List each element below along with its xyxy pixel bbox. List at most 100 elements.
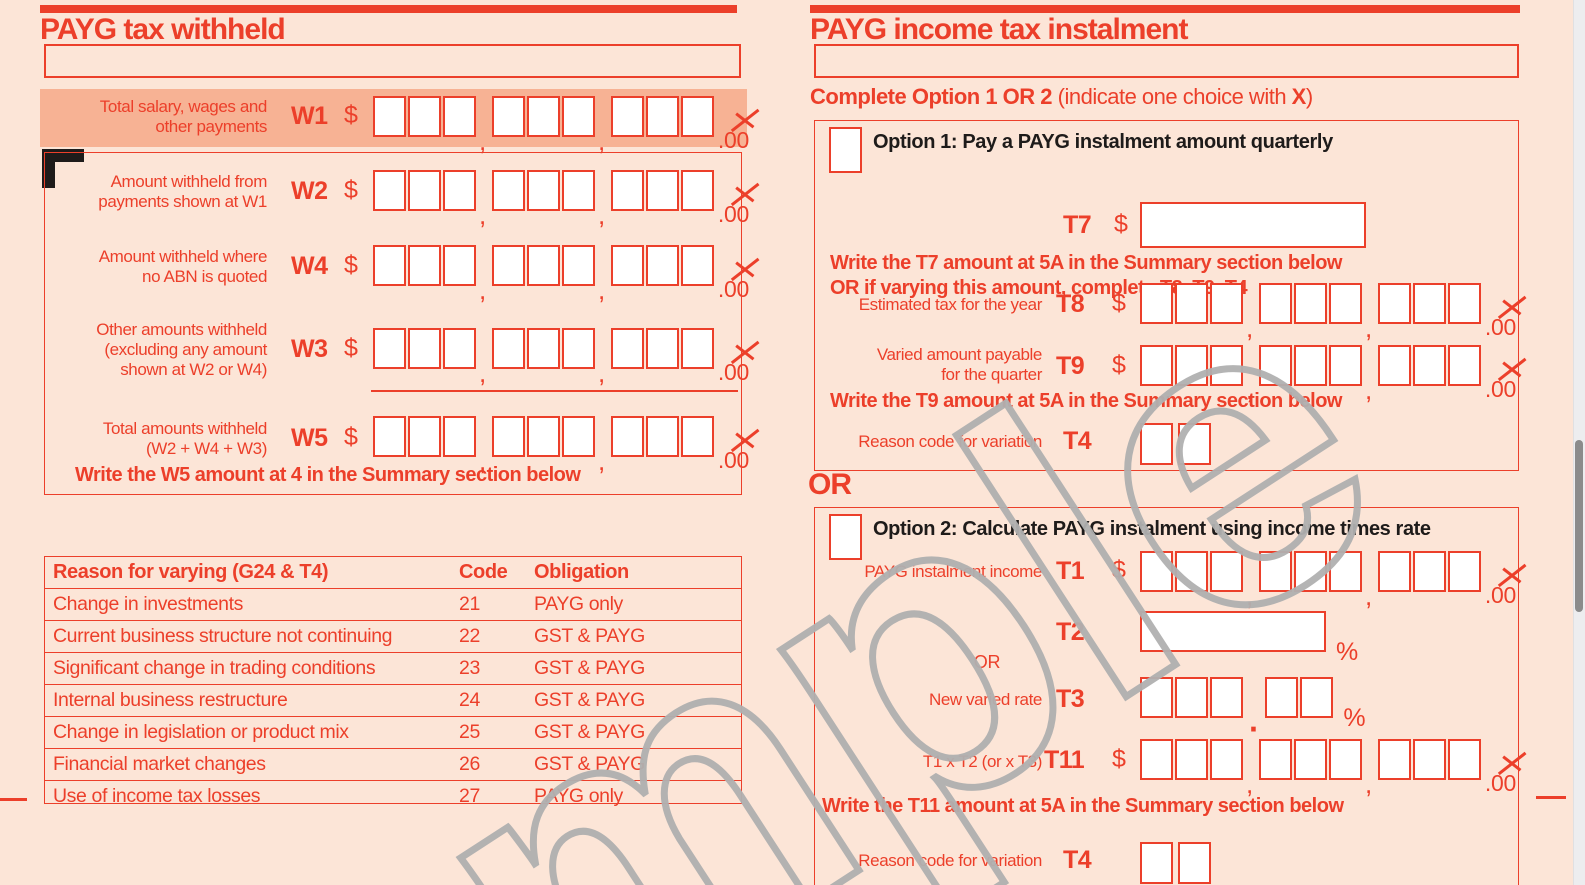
scrollbar-thumb[interactable]: [1575, 440, 1583, 612]
digit-box[interactable]: [1377, 345, 1411, 386]
digit-box[interactable]: [561, 170, 595, 211]
digit-box[interactable]: [1377, 283, 1411, 324]
digit-box[interactable]: [1258, 283, 1292, 324]
digit-box[interactable]: [645, 328, 679, 369]
digit-box[interactable]: [526, 328, 560, 369]
t7-amount-input[interactable]: [1140, 202, 1366, 248]
digit-box[interactable]: [1140, 739, 1173, 780]
digit-box[interactable]: [1265, 677, 1299, 718]
digit-box[interactable]: [610, 245, 644, 286]
digit-box[interactable]: [491, 96, 525, 137]
digit-box[interactable]: [1258, 551, 1292, 592]
digit-box[interactable]: [1258, 345, 1292, 386]
digit-box[interactable]: [1328, 283, 1362, 324]
digit-group: [373, 96, 476, 137]
digit-box[interactable]: [1175, 551, 1208, 592]
digit-box[interactable]: [443, 170, 476, 211]
digit-box[interactable]: [526, 416, 560, 457]
digit-box[interactable]: [373, 96, 406, 137]
digit-box[interactable]: [1140, 345, 1173, 386]
digit-box[interactable]: [645, 416, 679, 457]
digit-box[interactable]: [1293, 551, 1327, 592]
digit-box[interactable]: [373, 170, 406, 211]
digit-group: [1140, 423, 1211, 465]
digit-box[interactable]: [645, 96, 679, 137]
digit-box[interactable]: [408, 328, 441, 369]
digit-box[interactable]: [443, 245, 476, 286]
digit-box[interactable]: [680, 416, 714, 457]
digit-box[interactable]: [1210, 345, 1243, 386]
digit-box[interactable]: [561, 416, 595, 457]
digit-box[interactable]: [1447, 739, 1481, 780]
digit-box[interactable]: [408, 245, 441, 286]
digit-box[interactable]: [680, 245, 714, 286]
digit-box[interactable]: [561, 245, 595, 286]
digit-box[interactable]: [373, 416, 406, 457]
digit-box[interactable]: [373, 245, 406, 286]
digit-box[interactable]: [443, 328, 476, 369]
digit-box[interactable]: [1210, 551, 1243, 592]
digit-box[interactable]: [1412, 551, 1446, 592]
digit-box[interactable]: [408, 170, 441, 211]
digit-box[interactable]: [491, 416, 525, 457]
digit-box[interactable]: [1293, 739, 1327, 780]
digit-box[interactable]: [610, 170, 644, 211]
digit-box[interactable]: [561, 96, 595, 137]
digit-box[interactable]: [1140, 283, 1173, 324]
right-header-input-box[interactable]: [814, 44, 1519, 78]
digit-box[interactable]: [491, 170, 525, 211]
digit-box[interactable]: [1377, 739, 1411, 780]
digit-box[interactable]: [408, 416, 441, 457]
digit-box[interactable]: [1328, 551, 1362, 592]
digit-box[interactable]: [1175, 677, 1208, 718]
digit-box[interactable]: [1140, 551, 1173, 592]
digit-box[interactable]: [1140, 423, 1173, 465]
digit-box[interactable]: [680, 96, 714, 137]
digit-box[interactable]: [1178, 423, 1211, 465]
digit-box[interactable]: [680, 170, 714, 211]
digit-box[interactable]: [1175, 283, 1208, 324]
digit-box[interactable]: [610, 416, 644, 457]
digit-box[interactable]: [1175, 345, 1208, 386]
digit-box[interactable]: [610, 96, 644, 137]
digit-box[interactable]: [1175, 739, 1208, 780]
digit-box[interactable]: [1447, 283, 1481, 324]
digit-box[interactable]: [1293, 283, 1327, 324]
digit-box[interactable]: [1412, 283, 1446, 324]
digit-box[interactable]: [1300, 677, 1334, 718]
digit-box[interactable]: [1140, 842, 1173, 884]
digit-box[interactable]: [491, 328, 525, 369]
digit-box[interactable]: [1293, 345, 1327, 386]
digit-box[interactable]: [526, 245, 560, 286]
digit-box[interactable]: [526, 170, 560, 211]
option2-checkbox[interactable]: [829, 514, 862, 560]
digit-box[interactable]: [373, 328, 406, 369]
digit-box[interactable]: [1178, 842, 1211, 884]
digit-box[interactable]: [645, 170, 679, 211]
digit-box[interactable]: [1210, 739, 1243, 780]
digit-box[interactable]: [491, 245, 525, 286]
digit-box[interactable]: [561, 328, 595, 369]
digit-box[interactable]: [1140, 677, 1173, 718]
left-header-input-box[interactable]: [44, 44, 741, 78]
option1-checkbox[interactable]: [829, 127, 862, 173]
digit-box[interactable]: [1412, 739, 1446, 780]
digit-box[interactable]: [443, 416, 476, 457]
digit-box[interactable]: [1447, 345, 1481, 386]
digit-box[interactable]: [645, 245, 679, 286]
digit-box[interactable]: [610, 328, 644, 369]
digit-box[interactable]: [1328, 345, 1362, 386]
digit-box[interactable]: [1328, 739, 1362, 780]
digit-box[interactable]: [1210, 283, 1243, 324]
digit-box[interactable]: [1447, 551, 1481, 592]
digit-box[interactable]: [1412, 345, 1446, 386]
digit-box[interactable]: [1258, 739, 1292, 780]
rate-box[interactable]: [1140, 611, 1326, 652]
digit-box[interactable]: [1377, 551, 1411, 592]
digit-box[interactable]: [408, 96, 441, 137]
digit-box[interactable]: [443, 96, 476, 137]
digit-box[interactable]: [680, 328, 714, 369]
cents-label: .00: [1485, 295, 1527, 339]
digit-box[interactable]: [526, 96, 560, 137]
digit-box[interactable]: [1210, 677, 1243, 718]
